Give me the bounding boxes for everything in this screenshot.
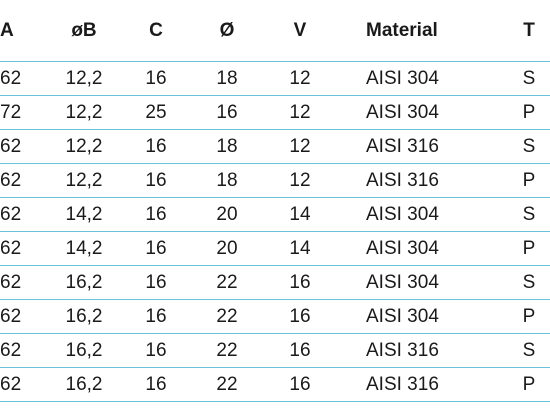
cell-material: AISI 316	[366, 135, 439, 157]
cell-ob: 16,2	[65, 271, 103, 293]
cell-ob: 12,2	[65, 169, 103, 191]
cell-v: 16	[289, 339, 311, 361]
cell-v: 14	[289, 237, 311, 259]
cell-a: 62	[0, 67, 22, 89]
cell-c: 16	[145, 373, 167, 395]
cell-v: 16	[289, 373, 311, 395]
cell-c: 16	[145, 169, 167, 191]
table-row: 62 16,2 16 22 16 AISI 304 S	[0, 266, 550, 300]
cell-diameter: 20	[216, 203, 238, 225]
cell-diameter: 18	[216, 135, 238, 157]
cell-material: AISI 304	[366, 203, 439, 225]
cell-t: S	[522, 339, 536, 361]
cell-ob: 12,2	[65, 101, 103, 123]
table-header-row: A øB C Ø V Material T	[0, 0, 550, 62]
table-row: 62 16,2 16 22 16 AISI 316 S	[0, 334, 550, 368]
cell-ob: 14,2	[65, 237, 103, 259]
cell-ob: 16,2	[65, 373, 103, 395]
header-cell-material: Material	[366, 19, 438, 41]
table-row: 72 12,2 25 16 12 AISI 304 P	[0, 96, 550, 130]
cell-material: AISI 316	[366, 373, 439, 395]
cell-v: 12	[289, 101, 311, 123]
cell-diameter: 16	[216, 101, 238, 123]
header-cell-diameter: Ø	[219, 19, 235, 41]
cell-diameter: 22	[216, 373, 238, 395]
cell-t: P	[522, 169, 536, 191]
cell-ob: 12,2	[65, 67, 103, 89]
cell-t: P	[522, 373, 536, 395]
cell-ob: 12,2	[65, 135, 103, 157]
header-cell-t: T	[523, 19, 535, 41]
cell-ob: 14,2	[65, 203, 103, 225]
table-row: 62 14,2 16 20 14 AISI 304 S	[0, 198, 550, 232]
cell-t: P	[522, 101, 536, 123]
spec-table: A øB C Ø V Material T 62 12,2 16 18 12 AISI 3…	[0, 0, 550, 402]
cell-t: S	[522, 271, 536, 293]
cell-c: 16	[145, 67, 167, 89]
cell-c: 16	[145, 271, 167, 293]
cell-t: S	[522, 135, 536, 157]
cell-diameter: 18	[216, 169, 238, 191]
cell-c: 16	[145, 237, 167, 259]
cell-t: S	[522, 203, 536, 225]
cell-v: 16	[289, 305, 311, 327]
cell-v: 12	[289, 135, 311, 157]
table-row: 62 16,2 16 22 16 AISI 304 P	[0, 300, 550, 334]
cell-v: 14	[289, 203, 311, 225]
header-cell-c: C	[149, 19, 163, 41]
header-cell-a: A	[0, 19, 14, 41]
cell-material: AISI 304	[366, 305, 439, 327]
cell-t: P	[522, 237, 536, 259]
table-row: 62 16,2 16 22 16 AISI 316 P	[0, 368, 550, 402]
header-cell-ob: øB	[71, 19, 97, 41]
cell-a: 62	[0, 135, 22, 157]
cell-a: 62	[0, 169, 22, 191]
cell-c: 25	[145, 101, 167, 123]
cell-a: 62	[0, 237, 22, 259]
cell-c: 16	[145, 203, 167, 225]
cell-a: 62	[0, 305, 22, 327]
table-row: 62 12,2 16 18 12 AISI 316 S	[0, 130, 550, 164]
cell-material: AISI 316	[366, 169, 439, 191]
table-row: 62 12,2 16 18 12 AISI 316 P	[0, 164, 550, 198]
cell-v: 12	[289, 169, 311, 191]
table-body: 62 12,2 16 18 12 AISI 304 S 72 12,2 25 16 12 AISI 30…	[0, 62, 550, 402]
cell-ob: 16,2	[65, 305, 103, 327]
cell-v: 16	[289, 271, 311, 293]
header-cell-v: V	[293, 19, 307, 41]
cell-diameter: 22	[216, 271, 238, 293]
table-row: 62 14,2 16 20 14 AISI 304 P	[0, 232, 550, 266]
cell-c: 16	[145, 135, 167, 157]
cell-a: 62	[0, 271, 22, 293]
cell-material: AISI 304	[366, 101, 439, 123]
cell-material: AISI 304	[366, 67, 439, 89]
cell-a: 62	[0, 339, 22, 361]
cell-a: 62	[0, 203, 22, 225]
table-row: 62 12,2 16 18 12 AISI 304 S	[0, 62, 550, 96]
cell-diameter: 22	[216, 305, 238, 327]
cell-material: AISI 304	[366, 271, 439, 293]
cell-c: 16	[145, 339, 167, 361]
cell-diameter: 20	[216, 237, 238, 259]
cell-diameter: 22	[216, 339, 238, 361]
cell-v: 12	[289, 67, 311, 89]
cell-c: 16	[145, 305, 167, 327]
cell-a: 72	[0, 101, 22, 123]
cell-material: AISI 304	[366, 237, 439, 259]
cell-diameter: 18	[216, 67, 238, 89]
cell-ob: 16,2	[65, 339, 103, 361]
cell-t: S	[522, 67, 536, 89]
cell-material: AISI 316	[366, 339, 439, 361]
cell-a: 62	[0, 373, 22, 395]
cell-t: P	[522, 305, 536, 327]
